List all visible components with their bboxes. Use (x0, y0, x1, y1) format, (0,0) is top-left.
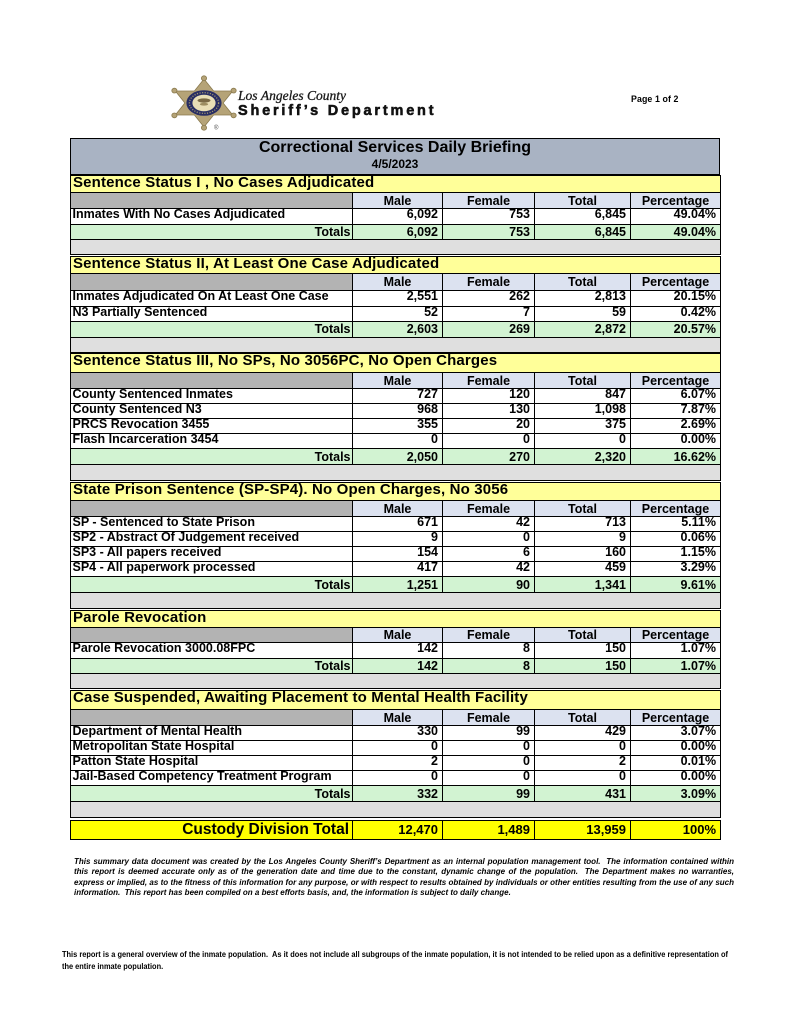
svg-text:®: ® (214, 125, 219, 132)
